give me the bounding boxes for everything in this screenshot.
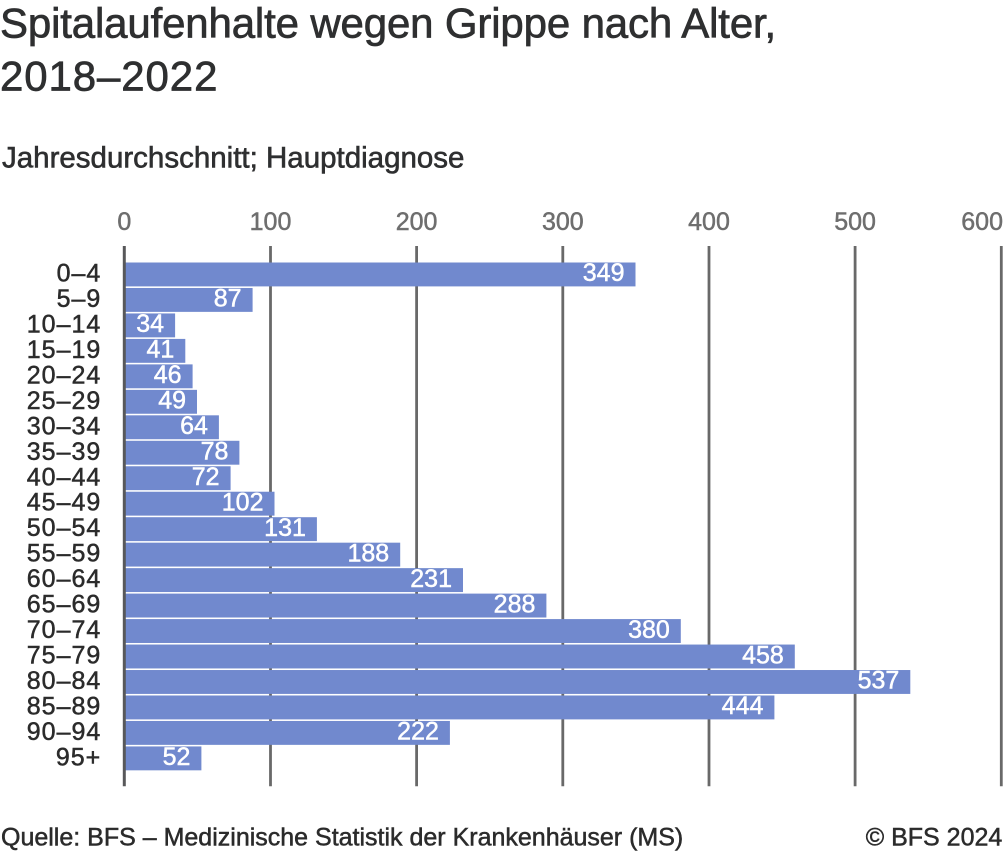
svg-text:78: 78 [201,437,229,465]
svg-text:444: 444 [722,692,764,720]
svg-text:500: 500 [834,208,876,236]
svg-text:45–49: 45–49 [27,489,102,517]
svg-text:131: 131 [264,514,306,542]
svg-text:349: 349 [583,259,625,287]
svg-text:46: 46 [154,361,182,389]
svg-text:85–89: 85–89 [27,692,102,720]
svg-text:64: 64 [180,412,208,440]
svg-text:231: 231 [410,565,452,593]
svg-text:49: 49 [158,387,186,415]
svg-text:65–69: 65–69 [27,591,102,619]
svg-text:95+: 95+ [56,743,101,771]
svg-text:Spitalaufenhalte wegen Grippe: Spitalaufenhalte wegen Grippe nach Alter… [0,0,776,47]
svg-text:34: 34 [136,310,164,338]
svg-text:90–94: 90–94 [27,718,102,746]
svg-text:40–44: 40–44 [27,463,102,491]
svg-text:50–54: 50–54 [27,514,102,542]
svg-text:52: 52 [163,743,191,771]
svg-text:2018–2022: 2018–2022 [0,52,218,99]
svg-text:25–29: 25–29 [27,387,102,415]
svg-text:600: 600 [961,208,1003,236]
svg-text:200: 200 [396,208,438,236]
svg-text:35–39: 35–39 [27,438,102,466]
svg-text:222: 222 [397,718,439,746]
svg-text:80–84: 80–84 [27,667,102,695]
svg-text:458: 458 [742,641,784,669]
svg-text:30–34: 30–34 [27,412,102,440]
svg-text:© BFS 2024: © BFS 2024 [866,823,1003,851]
svg-text:102: 102 [222,488,264,516]
svg-text:0–4: 0–4 [57,260,102,288]
svg-text:60–64: 60–64 [27,565,102,593]
svg-text:5–9: 5–9 [57,285,102,313]
svg-text:41: 41 [146,336,174,364]
svg-text:70–74: 70–74 [27,616,102,644]
svg-text:55–59: 55–59 [27,540,102,568]
svg-text:380: 380 [628,616,670,644]
svg-text:20–24: 20–24 [27,361,102,389]
svg-text:288: 288 [494,590,536,618]
svg-text:537: 537 [858,667,900,695]
svg-text:100: 100 [250,208,292,236]
svg-text:188: 188 [347,539,389,567]
svg-text:75–79: 75–79 [27,642,102,670]
svg-text:10–14: 10–14 [27,310,102,338]
svg-text:72: 72 [192,463,220,491]
svg-text:300: 300 [542,208,584,236]
svg-text:400: 400 [688,208,730,236]
svg-text:0: 0 [117,208,131,236]
svg-text:Jahresdurchschnitt; Hauptdiagn: Jahresdurchschnitt; Hauptdiagnose [2,141,464,174]
svg-text:87: 87 [214,285,242,313]
svg-text:15–19: 15–19 [27,336,102,364]
svg-text:Quelle: BFS – Medizinische Sta: Quelle: BFS – Medizinische Statistik der… [1,823,683,851]
